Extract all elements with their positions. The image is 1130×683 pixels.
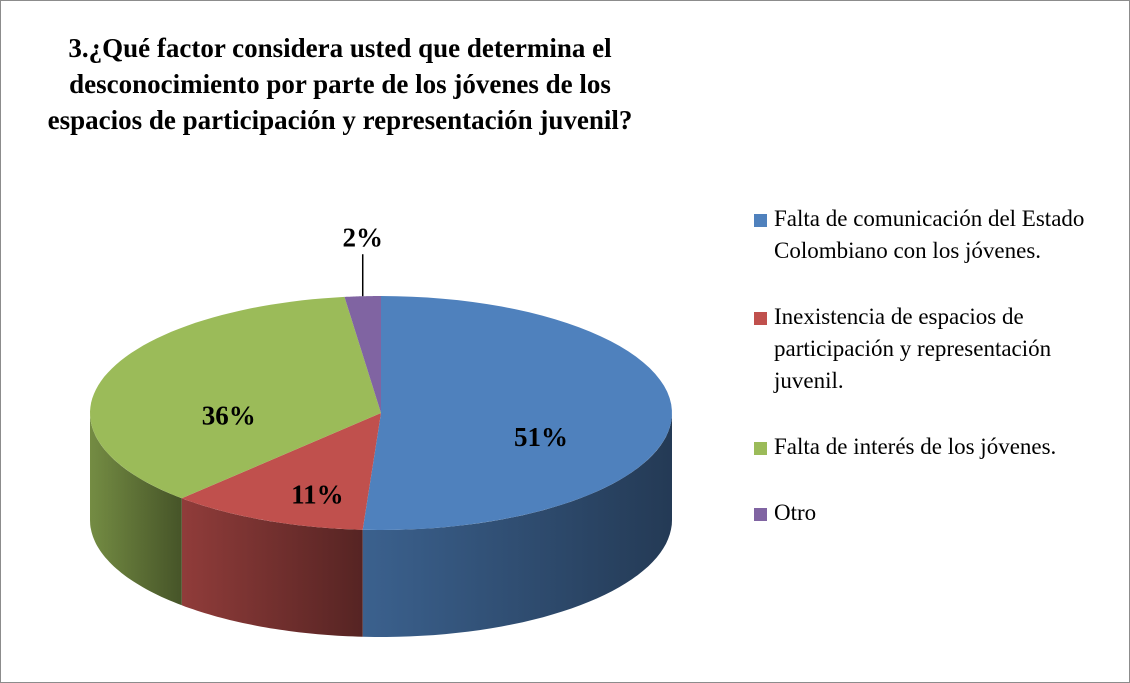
pie-slice <box>362 296 672 530</box>
legend-item: Falta de interés de los jóvenes. <box>752 431 1112 463</box>
legend-item: Inexistencia de espacios de participació… <box>752 301 1112 397</box>
pie-side <box>181 498 363 637</box>
pie-slice <box>344 296 381 413</box>
legend-swatch <box>754 508 767 521</box>
legend-swatch <box>754 312 767 325</box>
data-label: 36% <box>202 400 256 430</box>
legend: Falta de comunicación del Estado Colombi… <box>752 203 1112 563</box>
legend-item: Otro <box>752 497 1112 529</box>
data-label: 11% <box>291 479 344 509</box>
data-label: 2% <box>342 222 383 252</box>
pie-side <box>362 413 672 637</box>
pie-side <box>90 413 182 606</box>
pie-slice <box>90 296 381 499</box>
legend-label: Falta de comunicación del Estado Colombi… <box>774 206 1085 263</box>
legend-swatch <box>754 214 767 227</box>
legend-item: Falta de comunicación del Estado Colombi… <box>752 203 1112 267</box>
pie-slice <box>181 413 381 530</box>
chart-title: 3.¿Qué factor considera usted que determ… <box>47 33 633 135</box>
legend-label: Falta de interés de los jóvenes. <box>774 434 1057 459</box>
legend-label: Inexistencia de espacios de participació… <box>774 304 1052 393</box>
legend-label: Otro <box>774 500 817 525</box>
legend-swatch <box>754 442 767 455</box>
data-label: 51% <box>514 422 568 452</box>
